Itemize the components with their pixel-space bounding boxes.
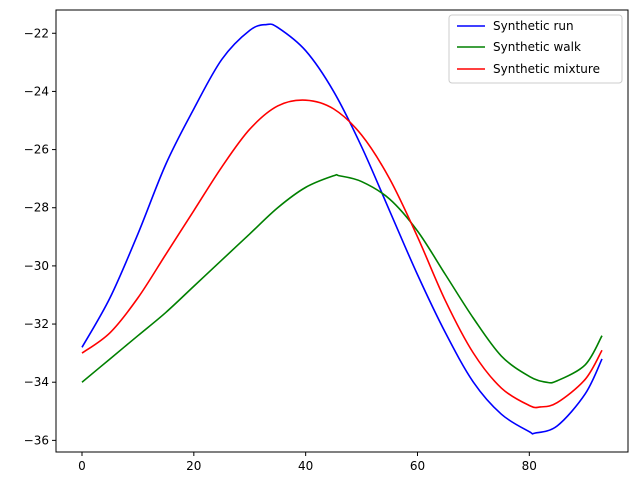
y-tick-label: −28	[24, 201, 49, 215]
legend: Synthetic run Synthetic walk Synthetic m…	[448, 14, 623, 84]
x-tick-label: 20	[186, 459, 201, 473]
legend-label-synthetic-walk: Synthetic walk	[493, 40, 581, 54]
plot-area	[55, 9, 629, 453]
legend-label-synthetic-run: Synthetic run	[493, 19, 574, 33]
y-tick-label: −22	[24, 26, 49, 40]
series-layer	[81, 23, 603, 435]
y-tick-label: −36	[24, 433, 49, 447]
legend-box	[448, 14, 623, 84]
x-tick-label: 40	[298, 459, 313, 473]
y-tick-label: −34	[24, 375, 49, 389]
y-tick-label: −24	[24, 84, 49, 98]
series-line-synthetic-mixture	[81, 99, 603, 409]
series-line-synthetic-walk	[81, 173, 603, 384]
x-tick-label: 0	[78, 459, 86, 473]
x-axis-ticks: 0 20 40 60 80	[78, 452, 537, 473]
y-tick-label: −26	[24, 143, 49, 157]
x-tick-label: 80	[522, 459, 537, 473]
x-tick-label: 60	[410, 459, 425, 473]
y-tick-label: −30	[24, 259, 49, 273]
y-tick-label: −32	[24, 317, 49, 331]
legend-label-synthetic-mixture: Synthetic mixture	[493, 62, 600, 76]
y-axis-ticks: −36 −34 −32 −30 −28 −26 −24 −22	[24, 26, 56, 447]
